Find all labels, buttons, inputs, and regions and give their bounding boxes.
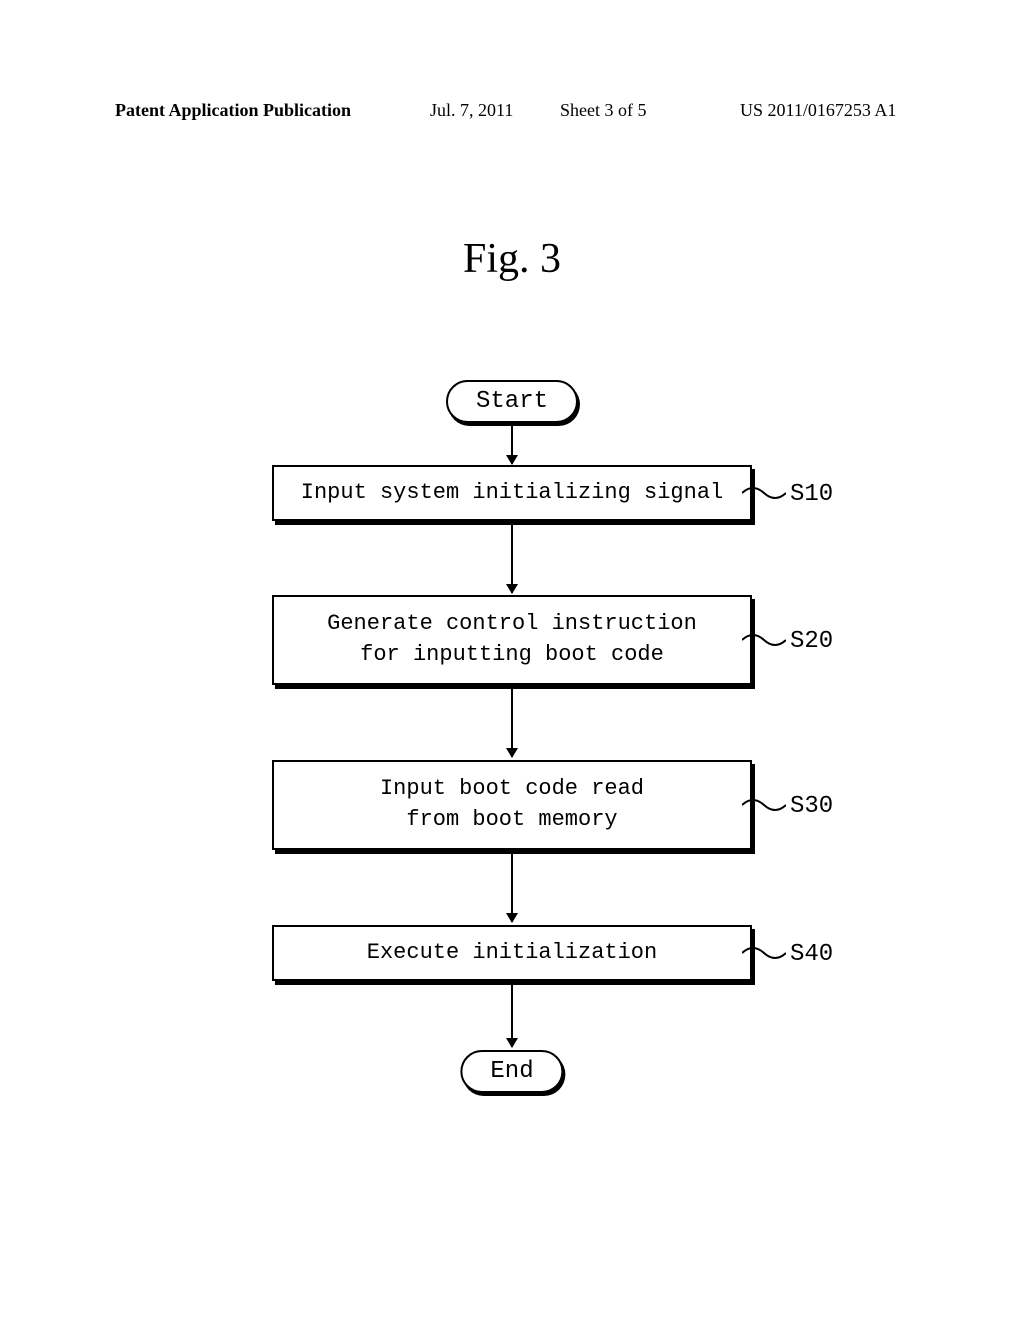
label-connector-s40	[742, 953, 786, 955]
header-date: Jul. 7, 2011	[430, 100, 513, 121]
process-s10: Input system initializing signal	[272, 465, 752, 521]
arrow-s10-s20	[511, 525, 513, 593]
label-connector-s30	[742, 805, 786, 807]
header-sheet: Sheet 3 of 5	[560, 100, 646, 121]
terminal-end: End	[460, 1050, 563, 1093]
process-s20: Generate control instructionfor inputtin…	[272, 595, 752, 685]
page: Patent Application Publication Jul. 7, 2…	[0, 0, 1024, 1320]
process-s20-text: Generate control instructionfor inputtin…	[327, 609, 697, 671]
step-label-s40: S40	[790, 941, 833, 968]
label-connector-s20	[742, 640, 786, 642]
arrow-s40-end	[511, 985, 513, 1047]
step-label-s10: S10	[790, 481, 833, 508]
arrow-s20-s30	[511, 689, 513, 757]
process-s30: Input boot code readfrom boot memory	[272, 760, 752, 850]
step-label-s20: S20	[790, 628, 833, 655]
process-s40: Execute initialization	[272, 925, 752, 981]
arrow-s30-s40	[511, 854, 513, 922]
terminal-start: Start	[446, 380, 578, 423]
figure-title: Fig. 3	[0, 235, 1024, 283]
process-s40-text: Execute initialization	[367, 938, 657, 969]
process-s10-text: Input system initializing signal	[301, 478, 723, 509]
arrow-start-s10	[511, 424, 513, 464]
process-s30-text: Input boot code readfrom boot memory	[380, 774, 644, 836]
step-label-s30: S30	[790, 793, 833, 820]
header-publication: Patent Application Publication	[115, 100, 351, 121]
label-connector-s10	[742, 493, 786, 495]
header-docnum: US 2011/0167253 A1	[740, 100, 896, 121]
